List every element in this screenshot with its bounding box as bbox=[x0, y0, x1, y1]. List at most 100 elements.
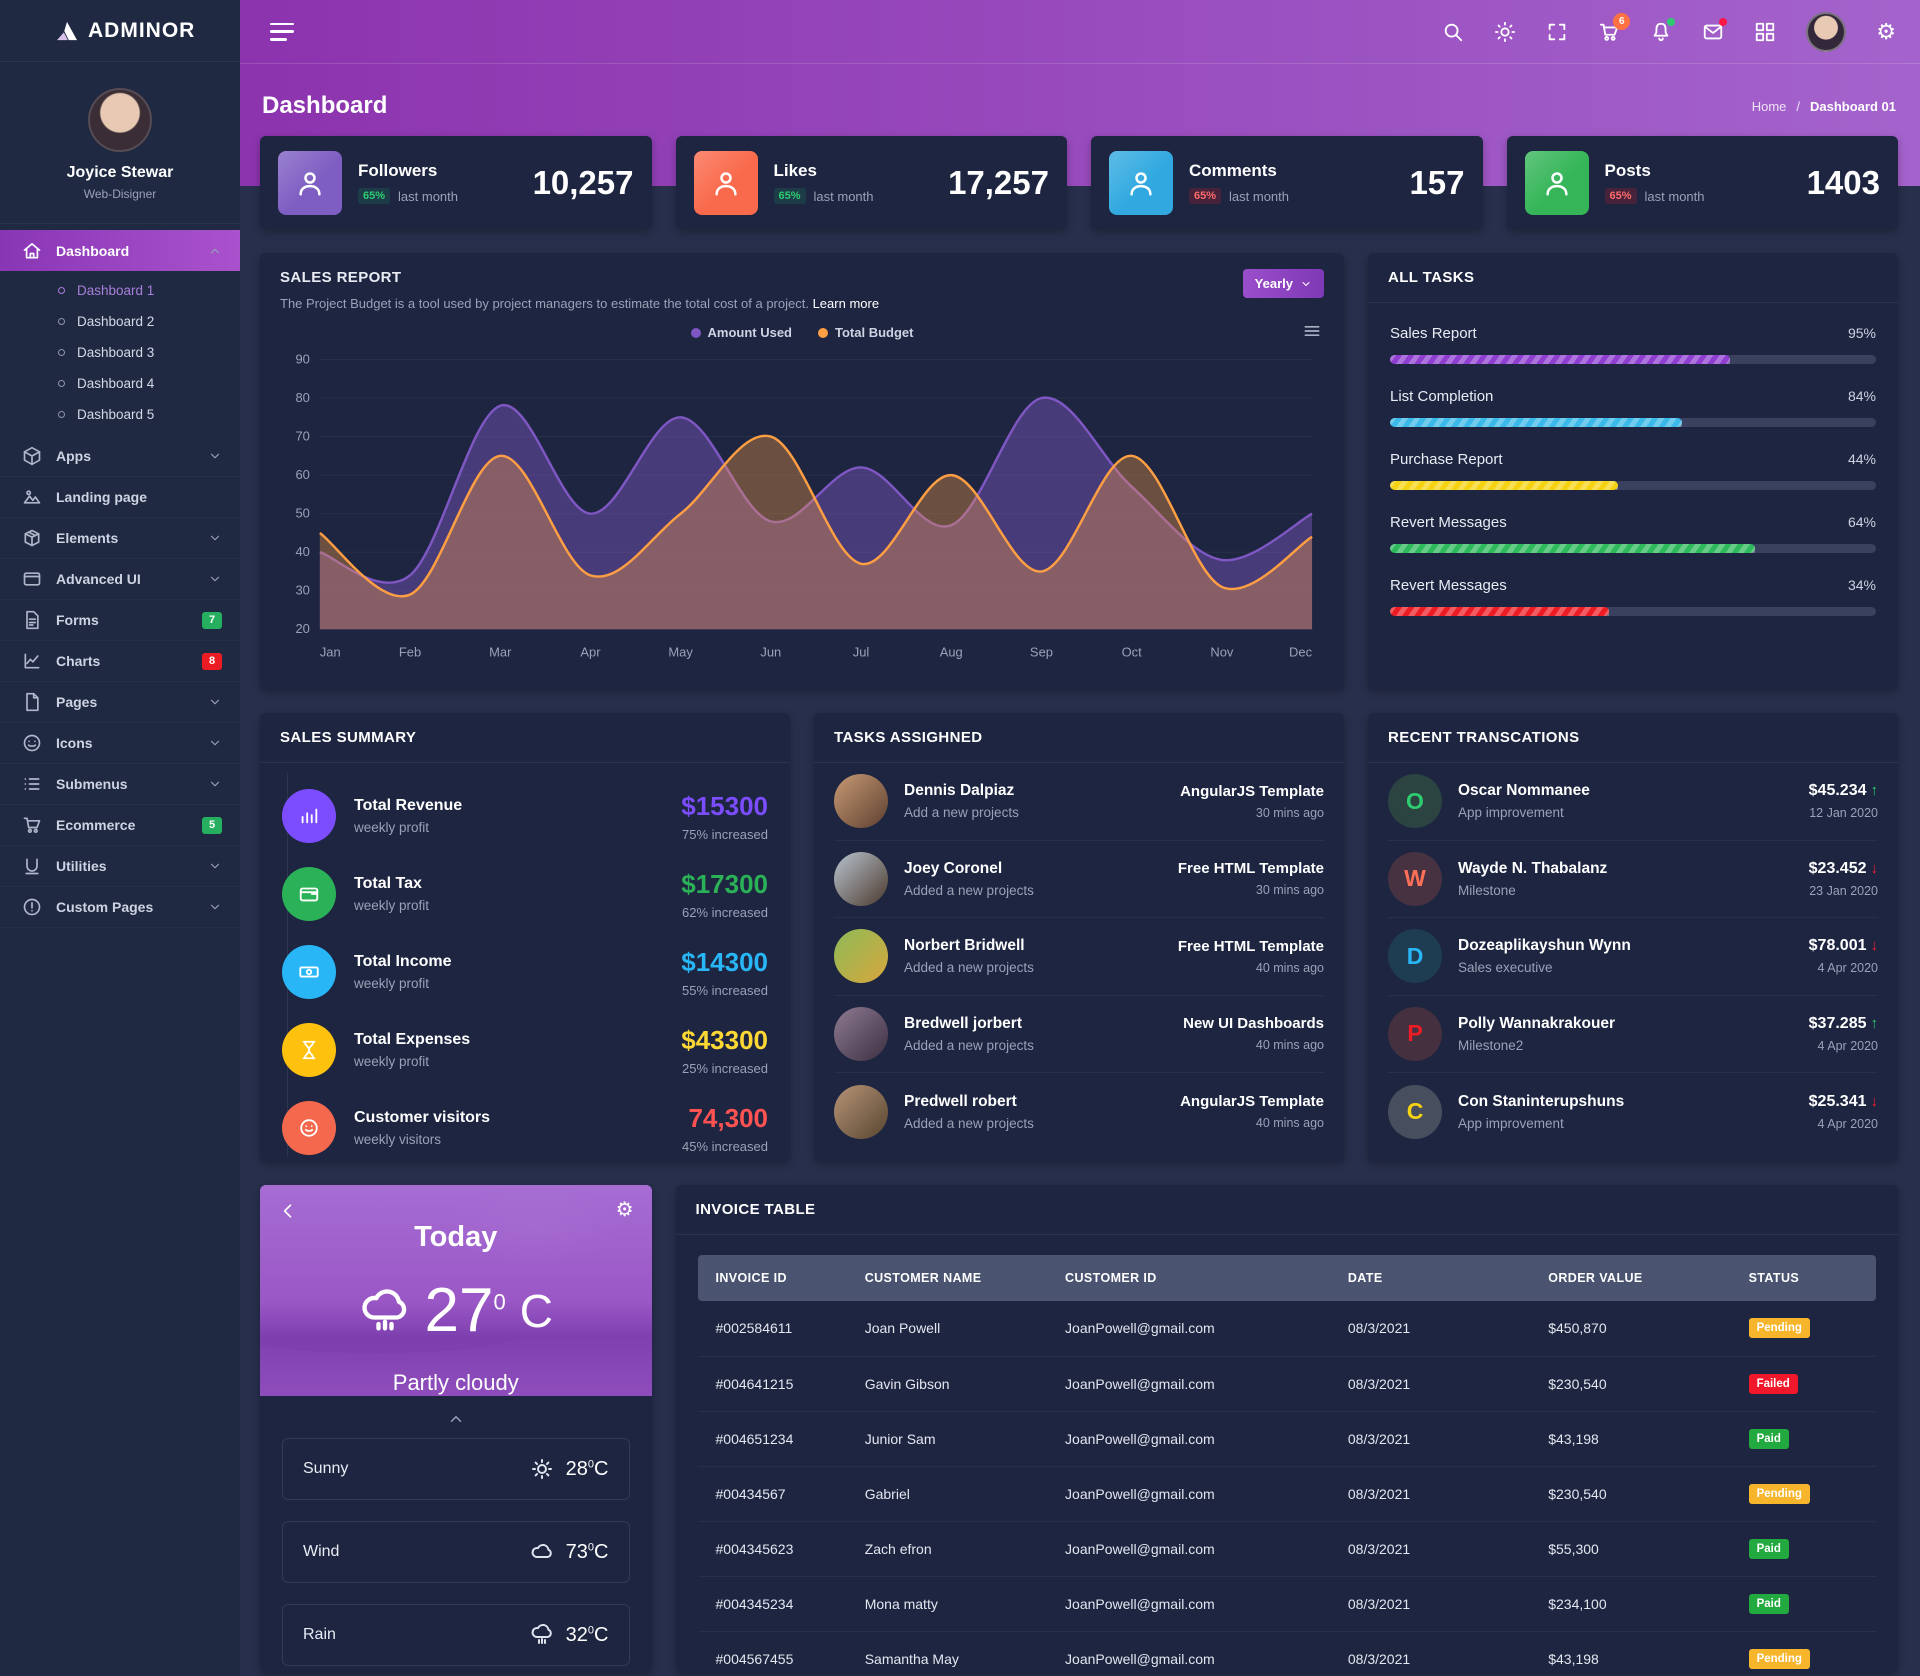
legend-dot-amount-used bbox=[690, 327, 701, 338]
chart-line-icon bbox=[24, 653, 40, 669]
chevron-down-icon bbox=[210, 453, 220, 459]
task-progress-row: List Completion 84% bbox=[1390, 388, 1876, 427]
status-badge: Paid bbox=[1748, 1538, 1789, 1559]
sidebar-item-charts[interactable]: Charts 8 bbox=[0, 641, 240, 682]
table-row: #004641215 Gavin Gibson JoanPowell@gmail.c… bbox=[697, 1356, 1876, 1412]
breadcrumb-home[interactable]: Home bbox=[1751, 98, 1787, 114]
chart-menu-icon[interactable] bbox=[1302, 321, 1322, 341]
chart-legend: Amount Used Total Budget bbox=[260, 317, 1344, 342]
svg-text:50: 50 bbox=[295, 506, 309, 521]
list-item: W Wayde N. Thabalanz Milestone $23.452 ↓ 23… bbox=[1388, 841, 1878, 918]
table-row: #004567455 Samantha May JoanPowell@gmail.c… bbox=[697, 1631, 1876, 1672]
sidebar-item-dashboard-1[interactable]: Dashboard 1 bbox=[0, 275, 240, 306]
temperature-value: 27 bbox=[424, 1276, 494, 1345]
menu-toggle-icon[interactable] bbox=[270, 22, 294, 41]
cart-button[interactable]: 6 bbox=[1598, 12, 1631, 43]
table-header-row: INVOICE ID CUSTOMER NAME CUSTOMER ID DAT… bbox=[697, 1255, 1876, 1301]
sidebar-item-custom-pages[interactable]: Custom Pages bbox=[0, 887, 240, 928]
fullscreen-icon[interactable] bbox=[1546, 21, 1568, 43]
tasks-assigned-title: TASKS ASSIGHNED bbox=[814, 713, 1344, 763]
summary-value: 74,300 bbox=[688, 1102, 768, 1133]
brand-logo[interactable]: ADMINOR bbox=[0, 0, 240, 62]
list-item: Norbert Bridwell Added a new projects Fre… bbox=[834, 918, 1324, 996]
mail-dot bbox=[1719, 17, 1728, 26]
sidebar-item-submenus[interactable]: Submenus bbox=[0, 764, 240, 805]
arrow-up-icon: ↑ bbox=[1870, 1014, 1879, 1032]
forms-badge: 7 bbox=[202, 611, 222, 629]
sidebar-item-advanced-ui[interactable]: Advanced UI bbox=[0, 559, 240, 600]
list-item: Predwell robert Added a new projects Angu… bbox=[834, 1073, 1324, 1151]
notifications-button[interactable] bbox=[1650, 17, 1676, 43]
weather-row-sunny: Sunny 280C bbox=[282, 1438, 630, 1500]
search-icon[interactable] bbox=[1442, 21, 1464, 43]
svg-text:Dec: Dec bbox=[1289, 644, 1313, 659]
smiley-icon bbox=[23, 734, 41, 752]
progress-bar bbox=[1390, 355, 1876, 364]
messages-button[interactable] bbox=[1702, 17, 1728, 43]
sidebar-item-dashboard-4[interactable]: Dashboard 4 bbox=[0, 368, 240, 399]
hourglass-icon bbox=[282, 1023, 336, 1077]
invoice-table-card: INVOICE TABLE INVOICE ID CUSTOMER NAME C… bbox=[675, 1185, 1898, 1672]
sidebar-item-icons[interactable]: Icons bbox=[0, 723, 240, 764]
stat-percent-badge: 65% bbox=[773, 188, 806, 204]
sidebar-item-dashboard-2[interactable]: Dashboard 2 bbox=[0, 306, 240, 337]
learn-more-link[interactable]: Learn more bbox=[812, 296, 880, 311]
sidebar-item-utilities[interactable]: Utilities bbox=[0, 846, 240, 887]
sidebar-item-apps[interactable]: Apps bbox=[0, 436, 240, 477]
avatar bbox=[834, 929, 888, 984]
svg-text:Apr: Apr bbox=[580, 644, 601, 659]
weather-row-rain: Rain 320C bbox=[282, 1604, 630, 1666]
stat-card-comments: Comments 65% last month 157 bbox=[1091, 136, 1483, 229]
page-title-row: Dashboard Home / Dashboard 01 bbox=[240, 64, 1920, 120]
stat-percent-badge: 65% bbox=[358, 188, 391, 204]
svg-text:60: 60 bbox=[295, 467, 309, 482]
period-select[interactable]: Yearly bbox=[1242, 269, 1324, 298]
stat-value: 10,257 bbox=[532, 163, 634, 201]
back-chevron-icon[interactable] bbox=[278, 1201, 298, 1221]
summary-value: $14300 bbox=[681, 946, 768, 977]
svg-text:Jun: Jun bbox=[760, 644, 781, 659]
topbar: 6 ⚙ bbox=[240, 0, 1920, 64]
chevron-up-icon[interactable] bbox=[282, 1410, 630, 1428]
sidebar-item-forms[interactable]: Forms 7 bbox=[0, 600, 240, 641]
grid-icon[interactable] bbox=[1754, 21, 1776, 43]
person-icon bbox=[1524, 150, 1589, 215]
sidebar-item-landing-page[interactable]: Landing page bbox=[0, 477, 240, 518]
svg-text:90: 90 bbox=[295, 352, 309, 367]
summary-value: $15300 bbox=[681, 790, 768, 821]
column-header: CUSTOMER ID bbox=[1051, 1255, 1334, 1301]
task-progress-row: Purchase Report 44% bbox=[1390, 451, 1876, 490]
sidebar-item-ecommerce[interactable]: Ecommerce 5 bbox=[0, 805, 240, 846]
sun-icon[interactable] bbox=[1494, 21, 1516, 43]
chevron-down-icon bbox=[210, 904, 220, 910]
letter-avatar: P bbox=[1388, 1006, 1442, 1061]
svg-text:30: 30 bbox=[295, 583, 309, 598]
wallet-icon bbox=[282, 867, 336, 921]
rain-cloud-icon bbox=[361, 1289, 406, 1331]
page-title: Dashboard bbox=[262, 92, 388, 119]
sidebar-item-dashboard-3[interactable]: Dashboard 3 bbox=[0, 337, 240, 368]
sidebar-item-elements[interactable]: Elements bbox=[0, 518, 240, 559]
gear-icon[interactable]: ⚙ bbox=[615, 1199, 634, 1221]
sidebar-item-dashboard-5[interactable]: Dashboard 5 bbox=[0, 399, 240, 430]
progress-bar bbox=[1390, 544, 1876, 553]
svg-text:Nov: Nov bbox=[1210, 644, 1234, 659]
summary-value: $17300 bbox=[681, 868, 768, 899]
alert-circle-icon bbox=[23, 898, 41, 916]
profile-avatar[interactable] bbox=[88, 88, 152, 152]
svg-text:20: 20 bbox=[295, 621, 309, 636]
user-avatar[interactable] bbox=[1806, 11, 1847, 52]
task-progress-row: Revert Messages 64% bbox=[1390, 514, 1876, 553]
list-item: C Con Staninterupshuns App improvement $2… bbox=[1388, 1073, 1878, 1151]
status-badge: Paid bbox=[1748, 1593, 1789, 1614]
arrow-down-icon: ↓ bbox=[1870, 1092, 1879, 1110]
progress-bar bbox=[1390, 481, 1876, 490]
sidebar-item-dashboard[interactable]: Dashboard bbox=[0, 230, 240, 271]
profile-role: Web-Disigner bbox=[83, 187, 157, 201]
arrow-up-icon: ↑ bbox=[1870, 782, 1879, 800]
sidebar-item-pages[interactable]: Pages bbox=[0, 682, 240, 723]
letter-avatar: D bbox=[1388, 929, 1442, 984]
list-item: Bredwell jorbert Added a new projects New… bbox=[834, 996, 1324, 1073]
gear-icon[interactable]: ⚙ bbox=[1876, 18, 1896, 44]
letter-avatar: O bbox=[1388, 774, 1442, 829]
